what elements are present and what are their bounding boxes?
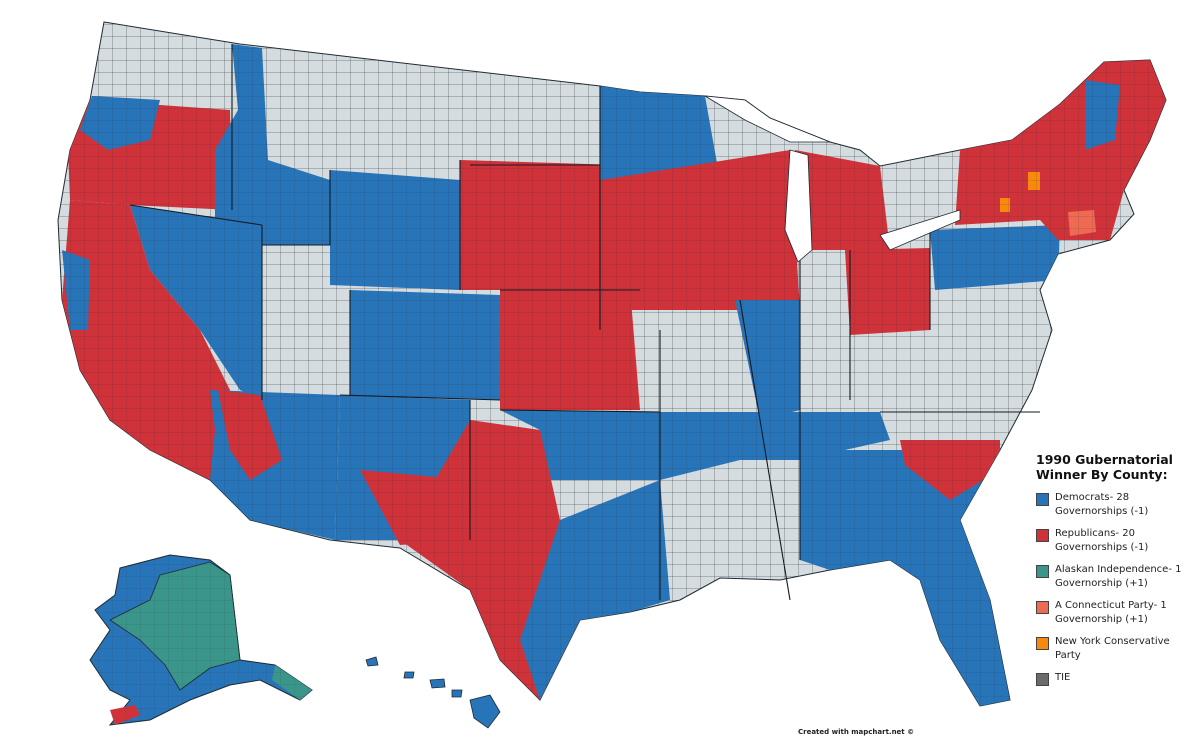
- legend-item-connecticut-party: A Connecticut Party- 1 Governorship (+1): [1036, 599, 1196, 627]
- legend-label-connecticut-party: A Connecticut Party- 1 Governorship (+1): [1055, 600, 1167, 625]
- legend-swatch-alaskan-independence: [1036, 565, 1049, 578]
- legend-swatch-republicans: [1036, 529, 1049, 542]
- legend-swatch-ny-conservative: [1036, 637, 1049, 650]
- legend-label-republicans: Republicans- 20 Governorships (-1): [1055, 528, 1149, 553]
- lake-superior: [704, 95, 831, 143]
- lake-erie: [879, 209, 961, 251]
- legend-label-democrats: Democrats- 28 Governorships (-1): [1055, 492, 1149, 517]
- state-borders: [129, 44, 1040, 601]
- map-legend: 1990 Gubernatorial Winner By County: Dem…: [1036, 452, 1196, 694]
- hawaii: [365, 656, 501, 729]
- lake-michigan: [784, 149, 813, 263]
- legend-title: 1990 Gubernatorial Winner By County:: [1036, 452, 1173, 482]
- legend-label-tie: TIE: [1055, 672, 1071, 683]
- legend-item-tie: TIE: [1036, 671, 1196, 686]
- legend-item-republicans: Republicans- 20 Governorships (-1): [1036, 527, 1196, 555]
- legend-swatch-democrats: [1036, 493, 1049, 506]
- mapchart-credit: Created with mapchart.net ©: [798, 728, 915, 736]
- legend-swatch-tie: [1036, 673, 1049, 686]
- legend-item-democrats: Democrats- 28 Governorships (-1): [1036, 491, 1196, 519]
- legend-swatch-connecticut-party: [1036, 601, 1049, 614]
- alaska: [89, 554, 313, 726]
- legend-label-alaskan-independence: Alaskan Independence- 1 Governorship (+1…: [1055, 564, 1182, 589]
- legend-label-ny-conservative: New York Conservative Party: [1055, 636, 1170, 661]
- legend-item-alaskan-independence: Alaskan Independence- 1 Governorship (+1…: [1036, 563, 1196, 591]
- legend-item-ny-conservative: New York Conservative Party: [1036, 635, 1196, 663]
